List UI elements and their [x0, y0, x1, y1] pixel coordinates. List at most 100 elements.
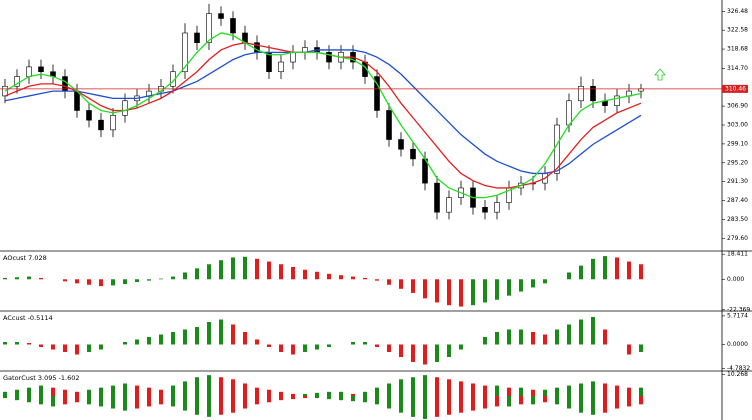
gator-bar — [603, 396, 607, 413]
gator-bar — [459, 381, 463, 396]
gator-bar — [279, 396, 283, 401]
y-tick-label: 322.58 — [727, 27, 748, 34]
histogram-bar — [495, 279, 499, 300]
candle-body — [194, 32, 200, 43]
histogram-bar — [399, 344, 403, 357]
gator-bar — [75, 391, 79, 396]
histogram-bar — [435, 279, 439, 303]
histogram-bar — [207, 264, 211, 280]
histogram-bar — [147, 337, 151, 345]
gator-bar — [243, 396, 247, 409]
histogram-bar — [531, 332, 535, 345]
gator-bar — [387, 396, 391, 409]
histogram-bar — [255, 258, 259, 280]
candle-body — [86, 110, 92, 121]
gator-bar — [435, 396, 439, 417]
histogram-bar — [99, 279, 103, 287]
gator-bar — [543, 396, 547, 403]
histogram-bar — [207, 322, 211, 345]
axis-area: 326.48 322.58 318.68 314.70 306.90 303.00 299.… — [722, 8, 750, 378]
histogram-bar — [567, 272, 571, 280]
gator-bar — [471, 383, 475, 396]
gator-bar — [63, 389, 67, 396]
gator-bar — [147, 396, 151, 407]
gator-bar — [459, 396, 463, 413]
gator-bar — [615, 385, 619, 396]
gator-bar — [615, 396, 619, 409]
gator-bar — [39, 385, 43, 396]
histogram-bar — [219, 319, 223, 345]
histogram-bar — [63, 279, 67, 282]
histogram-bar — [579, 265, 583, 280]
y-tick-label: 303.00 — [727, 122, 748, 129]
gator-bar — [519, 396, 523, 405]
histogram-bar — [411, 279, 415, 293]
histogram-bar — [483, 337, 487, 345]
histogram-bar — [375, 279, 379, 281]
last-price-box — [722, 84, 748, 93]
histogram-bar — [171, 276, 175, 280]
y-tick-label: 295.20 — [727, 159, 748, 166]
histogram-bar — [219, 260, 223, 280]
gator-bar — [315, 396, 319, 399]
histogram-bar — [627, 261, 631, 280]
histogram-bar — [447, 344, 451, 357]
y-tick-label: 306.90 — [727, 103, 748, 110]
candle-body — [122, 100, 128, 116]
histogram-bar — [567, 324, 571, 345]
gator-bar — [483, 396, 487, 409]
gator-bar — [351, 393, 355, 396]
gator-bar — [111, 385, 115, 396]
histogram-bar — [435, 344, 439, 362]
moving-average — [4, 49, 642, 175]
gator-bar — [51, 396, 55, 407]
histogram-bar — [255, 339, 259, 345]
y-tick-label: 318.68 — [727, 46, 748, 53]
gator-bar — [99, 396, 103, 407]
histogram-bar — [363, 277, 367, 280]
histogram-bar — [3, 277, 7, 280]
gator-bar — [507, 387, 511, 396]
histogram-bar — [471, 279, 475, 306]
histogram-bar — [459, 344, 463, 350]
histogram-bar — [279, 264, 283, 280]
gator-bar — [87, 396, 91, 405]
candle-body — [434, 182, 440, 213]
gator-bar — [183, 396, 187, 411]
gator-bar — [99, 387, 103, 396]
y-tick-label: -22.369 — [727, 306, 750, 313]
gator-bar — [495, 385, 499, 396]
candle-body — [26, 66, 32, 77]
y-tick-label: 287.40 — [727, 197, 748, 204]
gator-bar — [519, 387, 523, 396]
gator-bar — [255, 396, 259, 405]
candle-body — [290, 52, 296, 63]
gator-bar — [27, 387, 31, 396]
candle-body — [278, 61, 284, 73]
histogram-bar — [495, 332, 499, 345]
gator-bar — [231, 379, 235, 396]
histogram-bar — [159, 334, 163, 345]
gator-bar — [291, 396, 295, 400]
gator-bar — [591, 396, 595, 415]
y-tick-label: 299.10 — [727, 140, 748, 147]
histogram-bar — [447, 279, 451, 306]
histogram-bar — [543, 279, 547, 284]
histogram-bar — [87, 279, 91, 285]
histogram-bar — [423, 279, 427, 299]
histogram-bar — [327, 344, 331, 347]
histogram-bar — [615, 257, 619, 280]
candle-body — [398, 139, 404, 150]
gator-bar — [123, 383, 127, 396]
candle-body — [230, 18, 236, 34]
y-tick-label: 279.60 — [727, 235, 748, 242]
histogram-bar — [195, 268, 199, 280]
gator-bar — [423, 396, 427, 419]
histogram-bar — [627, 344, 631, 355]
candle-body — [326, 52, 332, 63]
histogram-bar — [183, 329, 187, 345]
gator-bar — [483, 385, 487, 396]
candle-body — [14, 76, 20, 87]
moving-average — [4, 32, 642, 199]
